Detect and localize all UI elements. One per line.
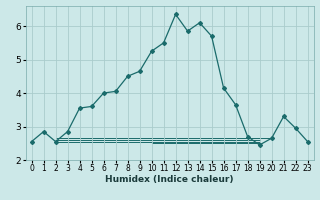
- X-axis label: Humidex (Indice chaleur): Humidex (Indice chaleur): [105, 175, 234, 184]
